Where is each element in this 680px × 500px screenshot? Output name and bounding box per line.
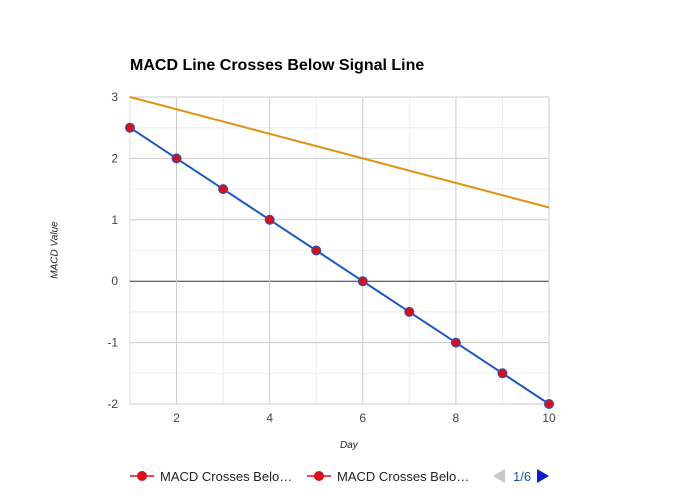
y-axis-label: MACD Value: [49, 221, 61, 279]
x-tick-label: 10: [542, 411, 556, 425]
y-tick-label: -2: [107, 397, 118, 411]
y-tick-label: 1: [111, 213, 118, 227]
y-tick-label: 3: [111, 90, 118, 104]
series-line-2: [129, 96, 550, 209]
data-point: [125, 122, 135, 133]
data-point: [544, 399, 554, 409]
x-tick-label: 8: [453, 411, 460, 425]
legend-label-1: MACD Crosses Belo…: [160, 468, 293, 484]
next-page-icon[interactable]: [537, 469, 550, 483]
legend-swatch-icon: [130, 471, 154, 481]
y-tick-label: 0: [111, 274, 118, 288]
data-point: [357, 276, 368, 287]
data-point: [171, 153, 182, 164]
x-axis-label: Day: [340, 440, 358, 451]
data-point: [311, 245, 322, 256]
x-tick-label: 4: [266, 411, 273, 425]
legend-swatch-icon: [307, 471, 331, 481]
data-point: [264, 214, 275, 225]
x-tick-label: 2: [173, 411, 180, 425]
data-point: [218, 184, 229, 195]
series-line-1: [129, 126, 550, 405]
data-point: [450, 337, 461, 348]
data-point: [497, 368, 508, 379]
legend-item-2[interactable]: MACD Crosses Belo…: [305, 466, 469, 486]
legend-item-1[interactable]: MACD Crosses Belo…: [128, 466, 292, 486]
y-tick-label: -1: [107, 336, 118, 350]
legend-label-2: MACD Crosses Belo…: [337, 468, 470, 484]
y-tick-label: 2: [111, 151, 118, 165]
data-point: [404, 306, 415, 317]
legend-page-indicator: 1/6: [513, 468, 532, 484]
legend-pager: 1/6: [493, 467, 550, 485]
x-tick-label: 6: [359, 411, 366, 425]
previous-page-icon[interactable]: [493, 469, 505, 483]
chart-title: MACD Line Crosses Below Signal Line: [130, 57, 425, 74]
legend: MACD Crosses Belo… MACD Crosses Belo…: [128, 466, 558, 486]
